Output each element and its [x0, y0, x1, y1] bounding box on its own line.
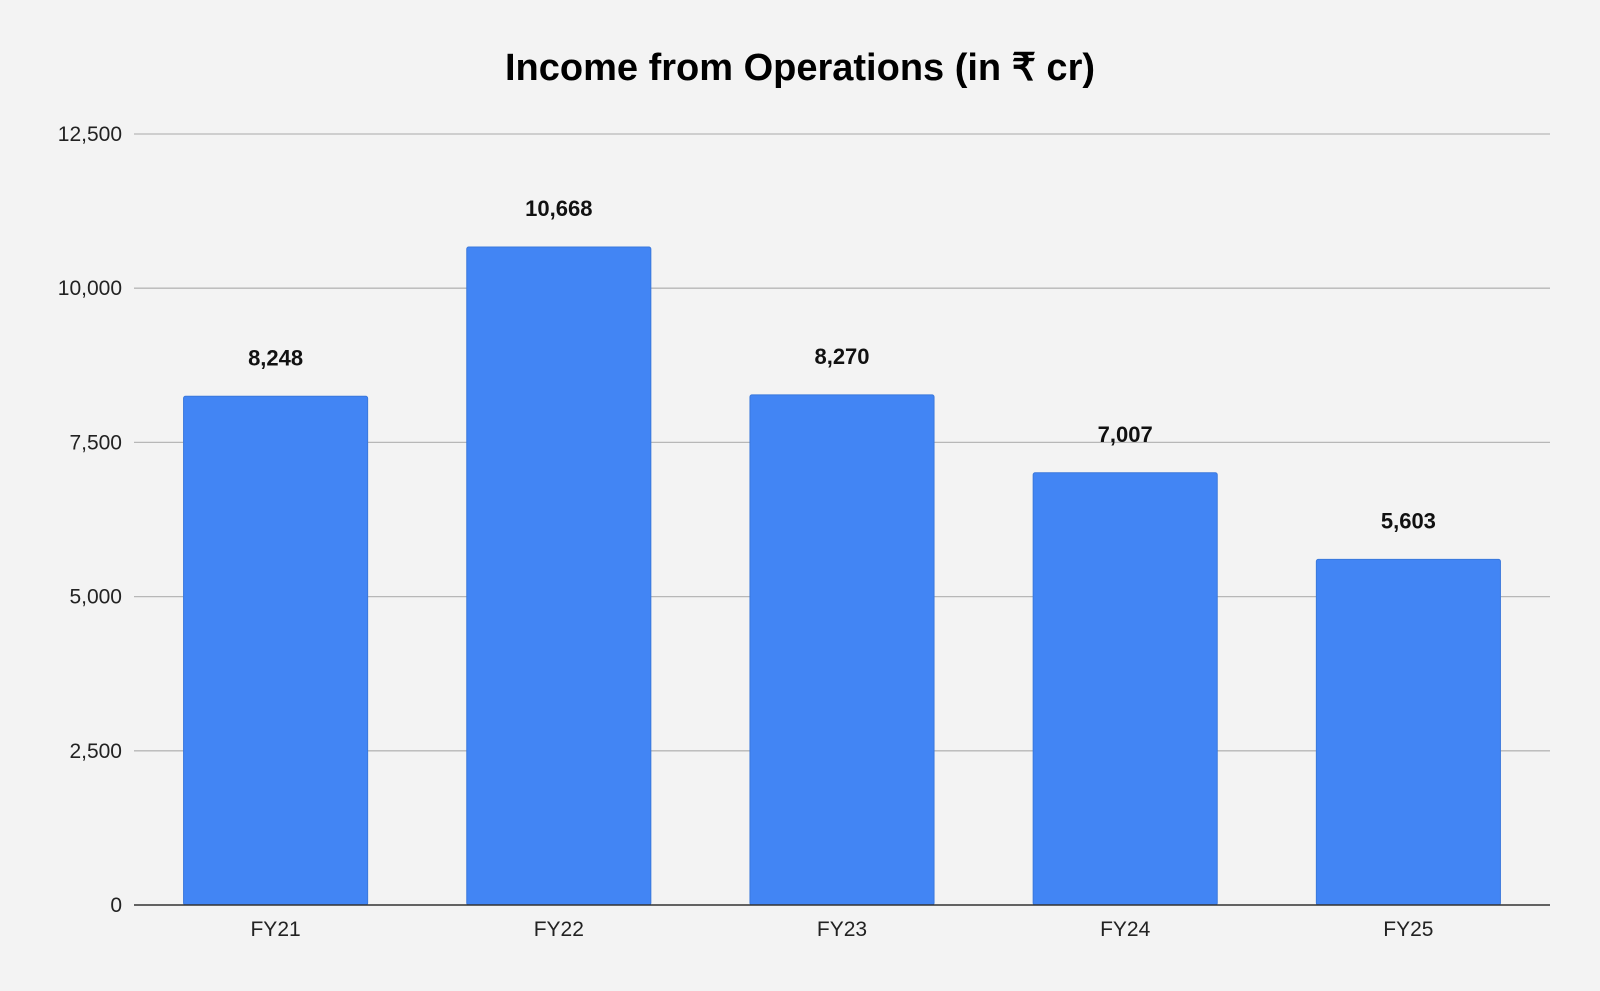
data-label-fy23: 8,270: [814, 344, 869, 369]
chart-title: Income from Operations (in ₹ cr): [505, 47, 1095, 89]
x-tick-label: FY25: [1383, 918, 1433, 941]
data-labels: 8,248 10,668 8,270 7,007 5,603: [248, 196, 1436, 533]
data-label-fy22: 10,668: [525, 196, 592, 221]
data-label-fy24: 7,007: [1098, 422, 1153, 447]
y-tick-label: 5,000: [69, 586, 122, 609]
x-tick-label: FY21: [250, 918, 300, 941]
y-axis-ticks: 0 2,500 5,000 7,500 10,000 12,500: [58, 123, 122, 917]
bar-fy21: [183, 395, 369, 906]
bar-fy25: [1315, 558, 1501, 906]
x-axis-ticks: FY21 FY22 FY23 FY24 FY25: [250, 918, 1433, 941]
data-label-fy25: 5,603: [1381, 508, 1436, 533]
y-tick-label: 2,500: [69, 740, 122, 763]
x-tick-label: FY24: [1100, 918, 1151, 941]
bar-fy23: [749, 394, 935, 906]
bars: [183, 246, 1501, 906]
y-tick-label: 10,000: [58, 277, 122, 300]
bar-fy24: [1032, 472, 1218, 906]
y-tick-label: 0: [110, 894, 122, 917]
bar-fy22: [466, 246, 652, 906]
data-label-fy21: 8,248: [248, 345, 303, 370]
y-tick-label: 12,500: [58, 123, 122, 146]
x-tick-label: FY23: [817, 918, 867, 941]
x-tick-label: FY22: [534, 918, 584, 941]
y-tick-label: 7,500: [69, 431, 122, 454]
